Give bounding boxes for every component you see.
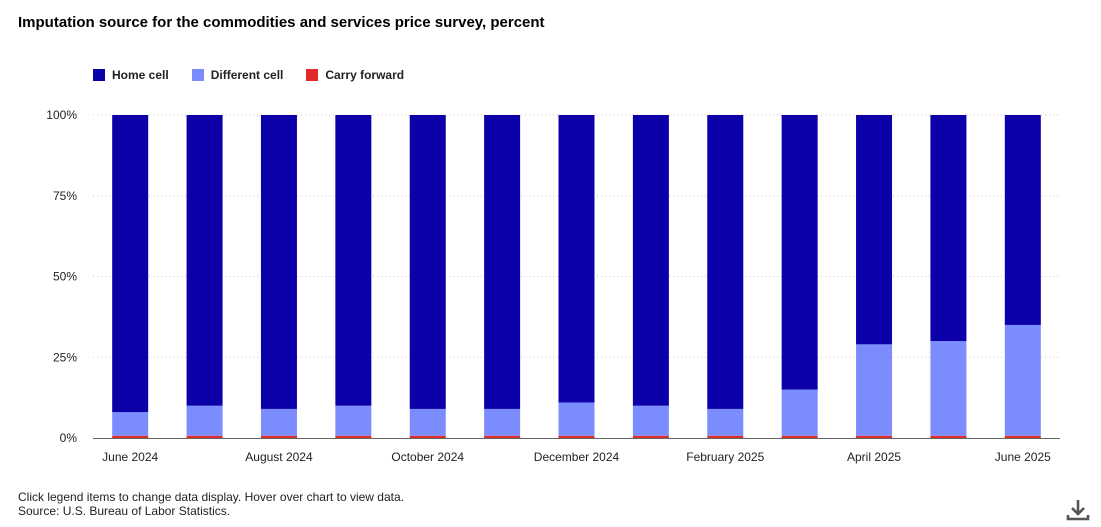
x-tick-label: April 2025 (847, 450, 901, 464)
bar-segment[interactable] (112, 115, 149, 413)
bar-segment[interactable] (335, 435, 372, 438)
bar-segment[interactable] (1004, 324, 1041, 436)
bar-segment[interactable] (260, 115, 297, 409)
bar-segment[interactable] (856, 115, 893, 345)
bar-segment[interactable] (186, 435, 223, 438)
bar-segment[interactable] (781, 115, 818, 390)
legend-item-home-cell[interactable]: Home cell (93, 68, 169, 82)
bar-segment[interactable] (260, 435, 297, 438)
chart-footer: Click legend items to change data displa… (18, 490, 404, 518)
bar-segment[interactable] (1004, 435, 1041, 438)
y-tick-label: 0% (60, 431, 78, 445)
y-tick-label: 100% (46, 108, 77, 122)
bar-segment[interactable] (781, 389, 818, 436)
bar-segment[interactable] (856, 344, 893, 436)
x-tick-label: June 2025 (995, 450, 1051, 464)
bar-segment[interactable] (558, 402, 595, 436)
legend-label-carry-forward: Carry forward (325, 68, 405, 82)
bar-segment[interactable] (707, 408, 744, 436)
bar-segment[interactable] (632, 115, 669, 406)
bar-segment[interactable] (186, 115, 223, 406)
bar-segment[interactable] (856, 435, 893, 438)
bar-segment[interactable] (484, 408, 521, 436)
bar-segment[interactable] (558, 115, 595, 403)
bar-segment[interactable] (335, 115, 372, 406)
bar-segment[interactable] (930, 341, 967, 436)
x-tick-label: February 2025 (686, 450, 764, 464)
x-tick-label: August 2024 (245, 450, 313, 464)
bar-segment[interactable] (484, 115, 521, 409)
bar-segment[interactable] (632, 435, 669, 438)
stacked-bar-chart[interactable]: 0% 25% 50% 75% 100% June 2024 August 2024 Octob… (0, 0, 1101, 480)
bar-segment[interactable] (409, 115, 446, 409)
bar-segment[interactable] (558, 435, 595, 438)
chart-title: Imputation source for the commodities an… (18, 14, 545, 31)
bar-segment[interactable] (260, 408, 297, 436)
bar-segment[interactable] (781, 435, 818, 438)
download-icon[interactable] (1066, 498, 1090, 522)
footer-source: Source: U.S. Bureau of Labor Statistics. (18, 504, 231, 518)
bar-segment[interactable] (707, 115, 744, 409)
download-icon-glyph (1066, 500, 1090, 521)
legend: Home cell Different cell Carry forward (93, 68, 427, 82)
bar-segment[interactable] (409, 435, 446, 438)
legend-swatch-different-cell (191, 69, 204, 81)
bar-segment[interactable] (112, 412, 149, 436)
bar-segment[interactable] (632, 405, 669, 436)
y-tick-label: 25% (53, 350, 77, 364)
bar-segment[interactable] (409, 408, 446, 436)
bar-segment[interactable] (930, 115, 967, 342)
bar-segment[interactable] (1004, 115, 1041, 325)
legend-item-carry-forward[interactable]: Carry forward (306, 68, 404, 82)
legend-swatch-home-cell (93, 69, 105, 81)
legend-label-different-cell: Different cell (210, 68, 284, 82)
y-tick-label: 75% (53, 189, 77, 203)
bar-segment[interactable] (930, 435, 967, 438)
bar-segment[interactable] (335, 405, 372, 436)
bar-segment[interactable] (186, 405, 223, 436)
footer-instructions: Click legend items to change data displa… (18, 490, 404, 504)
x-tick-label: December 2024 (534, 450, 620, 464)
x-tick-label: June 2024 (102, 450, 158, 464)
legend-item-different-cell[interactable]: Different cell (191, 68, 284, 82)
bar-segment[interactable] (484, 435, 521, 438)
legend-swatch-carry-forward (306, 69, 319, 81)
bar-segment[interactable] (112, 435, 149, 438)
y-tick-label: 50% (53, 270, 77, 284)
legend-label-home-cell: Home cell (112, 68, 169, 82)
bar-segment[interactable] (707, 435, 744, 438)
x-tick-label: October 2024 (391, 450, 464, 464)
